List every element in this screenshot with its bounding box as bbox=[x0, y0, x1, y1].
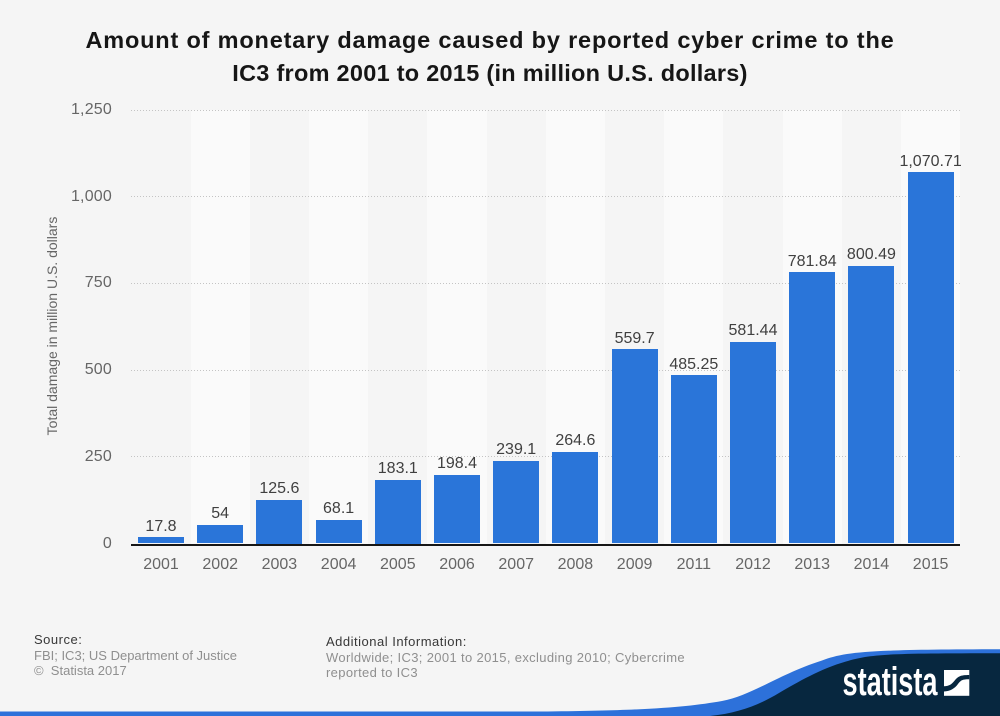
svg-text:statista: statista bbox=[843, 660, 939, 704]
